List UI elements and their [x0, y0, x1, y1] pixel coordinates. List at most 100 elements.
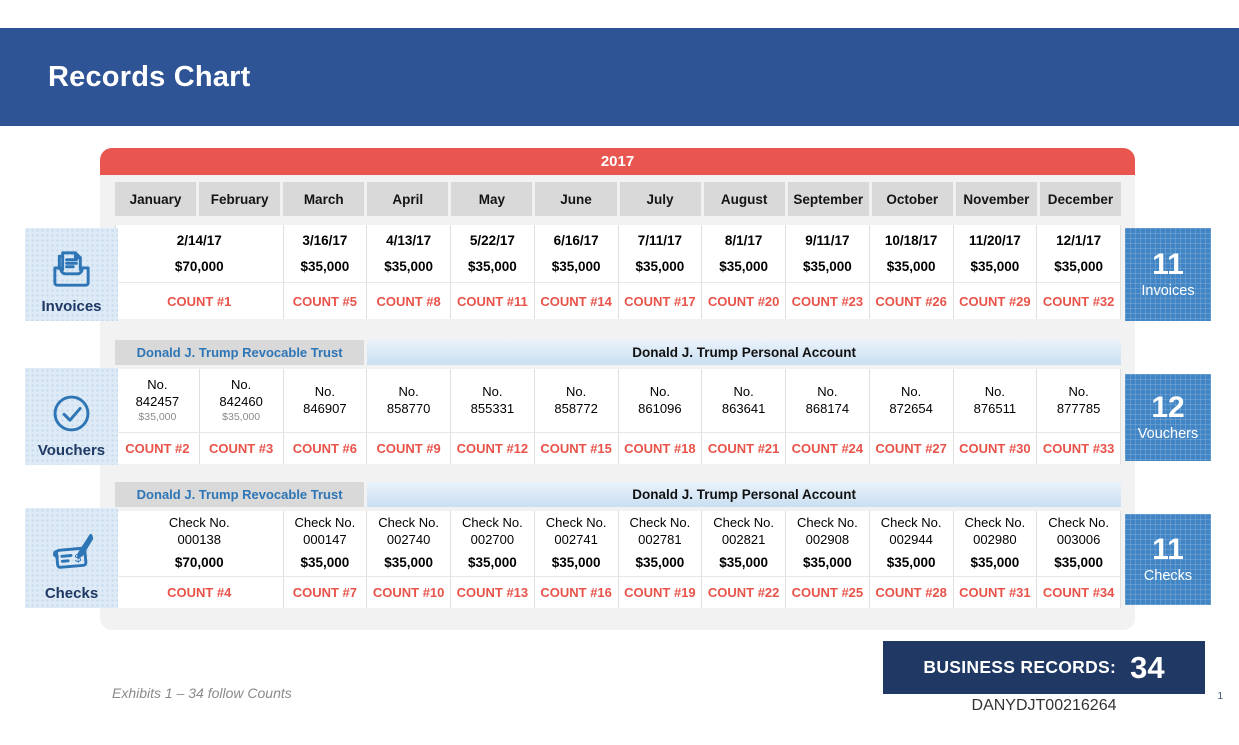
record-line: Check No. [713, 515, 774, 531]
record-line: No. [231, 376, 252, 392]
count-cell: COUNT #22 [702, 577, 786, 608]
vouchers-record-cell: No. 872654 [869, 369, 954, 433]
account-trust-header: Donald J. Trump Revocable Trust [115, 340, 365, 365]
invoices-category-tile: Invoices [25, 228, 118, 321]
invoices-record-cell: 3/16/17 $35,000 [283, 225, 368, 283]
record-line: No. [901, 383, 922, 399]
record-line: 002821 [721, 532, 766, 548]
checkmark-circle-icon [53, 395, 90, 432]
month-header-cell: August [703, 182, 785, 216]
year-header: 2017 [100, 148, 1135, 175]
record-line: $35,000 [300, 258, 350, 274]
record-line: $70,000 [174, 555, 224, 571]
record-line: 861096 [638, 400, 682, 416]
record-line: 8/1/17 [724, 232, 763, 248]
record-line: $35,000 [222, 410, 261, 423]
month-header-cell: March [283, 182, 365, 216]
checks-record-cell: Check No. 002700 $35,000 [451, 511, 535, 577]
checks-category-tile: $ Checks [25, 508, 118, 608]
record-line: 000147 [303, 532, 347, 548]
record-line: Check No. [629, 515, 691, 531]
record-line: 855331 [470, 400, 515, 416]
record-line: No. [1068, 383, 1089, 399]
record-line: 002700 [470, 532, 515, 548]
record-line: Check No. [378, 515, 439, 531]
count-cell: COUNT #26 [869, 283, 954, 319]
month-header-cell: April [367, 182, 449, 216]
count-cell: COUNT #28 [869, 577, 954, 608]
count-cell: COUNT #27 [869, 433, 954, 464]
account-trust-header: Donald J. Trump Revocable Trust [115, 482, 365, 507]
account-personal-header: Donald J. Trump Personal Account [367, 482, 1121, 507]
vouchers-total-value: 12 [1151, 391, 1185, 424]
record-line: 002980 [973, 532, 1017, 548]
checks-record-cell: Check No. 003006 $35,000 [1037, 511, 1121, 577]
count-cell: COUNT #21 [702, 433, 786, 464]
record-line: Check No. [880, 515, 942, 531]
count-cell: COUNT #8 [367, 283, 451, 319]
record-line: No. [649, 383, 670, 399]
checks-record-cell: Check No. 002821 $35,000 [702, 511, 786, 577]
checks-cells-grid: Check No. 000138 $70,000 Check No. 000147 $35… [115, 511, 1121, 608]
record-line: $35,000 [886, 258, 936, 274]
title-bar: Records Chart [0, 28, 1239, 126]
count-cell: COUNT #2 [116, 433, 200, 464]
record-line: 12/1/17 [1056, 232, 1102, 248]
checks-record-cell: Check No. 002781 $35,000 [618, 511, 703, 577]
record-line: $35,000 [551, 258, 601, 274]
vouchers-record-cell: No. 876511 [953, 369, 1038, 433]
count-cell: COUNT #5 [283, 283, 368, 319]
vouchers-cells-grid: No. 842457 $35,000 No. 842460 $35,000 No. 84690… [115, 369, 1121, 464]
count-cell: COUNT #24 [786, 433, 870, 464]
checks-record-cell: Check No. 002980 $35,000 [953, 511, 1038, 577]
record-line: No. [482, 383, 503, 399]
count-cell: COUNT #29 [953, 283, 1038, 319]
count-cell: COUNT #17 [618, 283, 703, 319]
bates-number: DANYDJT00216264 [971, 697, 1117, 714]
month-header-cell: October [871, 182, 953, 216]
invoices-record-cell: 12/1/17 $35,000 [1037, 225, 1121, 283]
record-line: No. [147, 376, 168, 392]
record-line: Check No. [545, 515, 607, 531]
vouchers-record-cell: No. 858772 [534, 369, 619, 433]
count-cell: COUNT #13 [451, 577, 535, 608]
vouchers-record-cell: No. 858770 [367, 369, 451, 433]
record-line: 872654 [889, 400, 933, 416]
invoices-record-cell: 7/11/17 $35,000 [618, 225, 703, 283]
page-number: 1 [1217, 691, 1223, 702]
vouchers-account-header-row: Donald J. Trump Revocable Trust Donald J.… [115, 340, 1121, 365]
count-cell: COUNT #11 [451, 283, 535, 319]
vouchers-record-cell: No. 846907 [283, 369, 368, 433]
record-line: $35,000 [384, 258, 434, 274]
record-line: $35,000 [467, 555, 517, 571]
checks-record-cell: Check No. 002908 $35,000 [786, 511, 870, 577]
count-cell: COUNT #19 [618, 577, 703, 608]
invoices-record-cell: 8/1/17 $35,000 [702, 225, 786, 283]
count-cell: COUNT #31 [953, 577, 1038, 608]
record-sections: 2/14/17 $70,000 3/16/17 $35,000 4/13/17 $35,0… [115, 225, 1121, 608]
count-cell: COUNT #20 [702, 283, 786, 319]
checks-total-value: 11 [1152, 533, 1184, 566]
record-line: $35,000 [635, 258, 685, 274]
checks-record-cell: Check No. 002740 $35,000 [367, 511, 451, 577]
invoices-total-badge: 11 Invoices [1125, 228, 1211, 321]
record-line: 002944 [889, 532, 933, 548]
count-cell: COUNT #7 [283, 577, 368, 608]
count-cell: COUNT #12 [451, 433, 535, 464]
account-personal-header: Donald J. Trump Personal Account [367, 340, 1121, 365]
documents-tray-icon [53, 251, 90, 287]
record-line: 5/22/17 [469, 232, 515, 248]
record-line: 10/18/17 [884, 232, 938, 248]
count-cell: COUNT #30 [953, 433, 1038, 464]
vouchers-total-badge: 12 Vouchers [1125, 374, 1211, 461]
invoices-record-cell: 4/13/17 $35,000 [367, 225, 451, 283]
checks-row-label: Checks [44, 585, 99, 602]
record-line: 863641 [721, 400, 766, 416]
record-line: $35,000 [970, 555, 1020, 571]
record-line: $35,000 [300, 555, 350, 571]
record-line: Check No. [1048, 515, 1109, 531]
record-line: 6/16/17 [553, 232, 599, 248]
business-records-label: BUSINESS RECORDS: [923, 657, 1117, 677]
exhibits-note: Exhibits 1 – 34 follow Counts [112, 685, 292, 701]
